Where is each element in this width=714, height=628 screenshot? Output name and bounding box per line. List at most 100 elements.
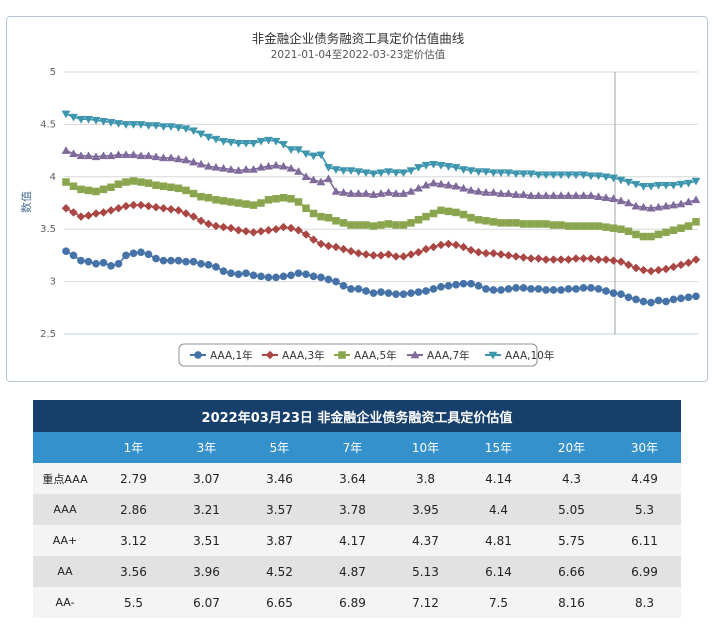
data-point [594,285,603,293]
data-point [114,180,123,188]
data-point [369,170,378,179]
legend-item-3[interactable]: AAA,5年 [334,349,397,362]
data-point [646,182,656,191]
data-point [654,230,663,239]
data-point [392,221,400,229]
data-point [234,225,243,235]
data-point [692,292,700,301]
data-point [549,255,558,264]
data-point [241,226,251,236]
data-point [384,289,393,297]
data-point [616,196,626,205]
data-point [399,221,408,229]
data-point [624,178,633,187]
data-point [414,288,423,296]
data-point [332,217,340,225]
data-point [489,188,498,196]
data-point [572,222,580,230]
data-point [534,220,543,228]
legend-item-1[interactable]: AAA,1年 [190,349,253,362]
data-point [512,219,520,227]
data-point [152,254,160,263]
data-point [624,260,633,270]
legend-item-4[interactable]: AAA,7年 [407,349,470,362]
data-point [691,255,701,264]
data-point [122,178,130,186]
data-point [609,289,618,297]
table-cell: 6.07 [170,587,243,618]
data-point [519,190,528,198]
data-point [346,167,356,176]
data-point [452,208,460,217]
data-point [632,230,640,239]
legend-label: AAA,7年 [427,349,470,362]
data-point [436,179,446,188]
data-point [677,224,685,232]
data-point [316,151,326,160]
data-point [129,249,138,258]
table-cell: 4.4 [462,494,535,525]
data-point [324,174,333,183]
data-point [504,219,513,227]
data-point [556,171,566,180]
data-point [601,255,611,264]
data-point [437,282,445,291]
data-point [482,285,490,293]
data-point [459,242,468,252]
data-point [159,203,168,213]
row-label: AA+ [33,525,97,556]
data-point [519,220,528,228]
data-point [271,224,281,234]
legend-item-2[interactable]: AAA,3年 [262,349,325,362]
data-point [489,286,498,294]
table-cell: 4.52 [243,556,316,587]
data-point [347,221,355,229]
data-point [256,137,266,146]
data-point [429,178,438,187]
data-point [691,177,701,186]
data-point [474,216,483,224]
data-point [526,191,536,199]
data-point [601,173,611,182]
data-point [151,122,161,130]
data-point [286,146,296,155]
data-point [647,298,655,307]
data-point [564,191,573,199]
data-point [564,171,573,180]
data-point [549,286,558,294]
data-point [369,289,378,297]
data-point [414,183,423,192]
data-point [639,182,648,191]
table-cell: 4.3 [535,463,608,494]
data-point [632,295,640,304]
data-point [114,203,123,213]
data-point [99,118,108,126]
table-cell: 3.07 [170,463,243,494]
data-point [226,223,236,233]
data-point [527,220,535,228]
data-point [121,201,131,211]
data-point [429,209,438,218]
data-point [504,251,513,260]
data-point [331,242,341,252]
row-label: AAA [33,494,97,525]
data-point [84,257,93,266]
data-point [624,198,633,207]
data-point [691,195,701,204]
data-point [496,249,506,259]
chart-subtitle: 2021-01-04至2022-03-23定价估值 [271,48,446,61]
data-point [219,163,228,172]
data-point [654,296,663,305]
table-row: AA- 5.5 6.07 6.65 6.89 7.12 7.5 8.16 8.3 [33,587,681,618]
legend-item-5[interactable]: AAA,10年 [485,349,554,362]
data-point [302,204,310,212]
data-point [489,169,498,178]
data-point [301,150,311,159]
data-point [354,168,363,177]
data-point [429,285,438,293]
legend-label: AAA,5年 [354,349,397,362]
data-point [227,198,235,206]
data-point [541,255,551,264]
table-row: AA 3.56 3.96 4.52 4.87 5.13 6.14 6.66 6.… [33,556,681,587]
legend-marker-icon [338,351,346,359]
